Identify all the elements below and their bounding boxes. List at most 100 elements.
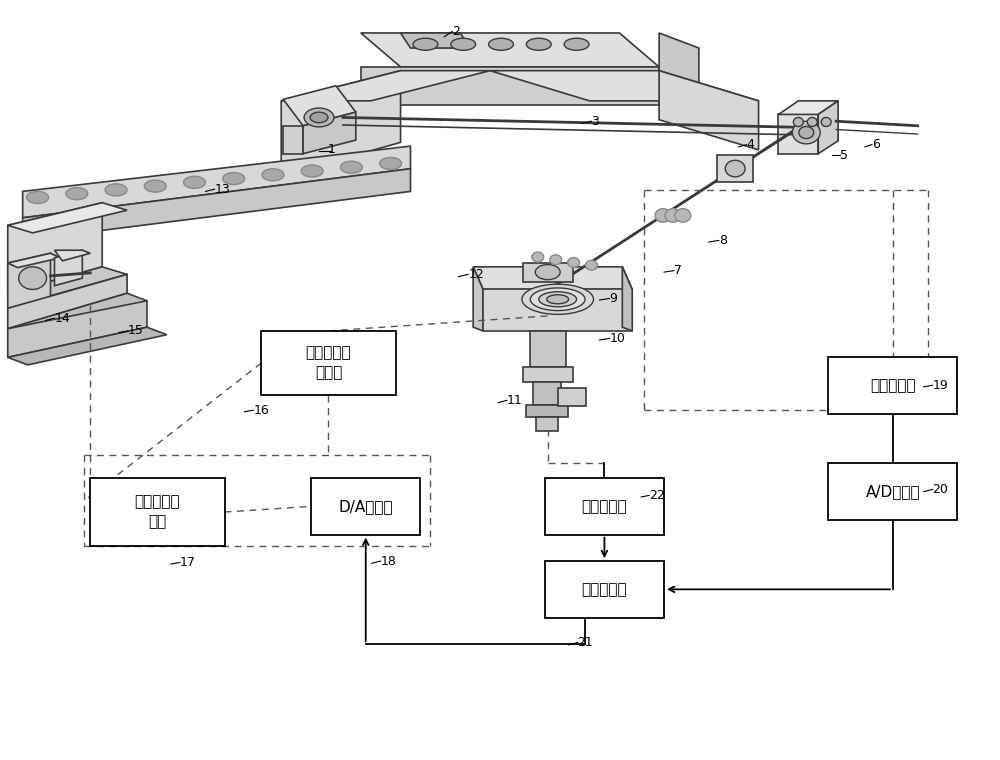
Polygon shape [401,33,470,48]
Bar [545,561,664,618]
Text: 15: 15 [128,325,144,337]
Bar [536,417,558,431]
Polygon shape [8,267,127,301]
Text: D/A转换器: D/A转换器 [338,499,393,514]
Polygon shape [8,253,51,309]
Bar [533,382,561,405]
Ellipse shape [66,188,88,200]
Bar [526,405,568,417]
Ellipse shape [522,284,593,315]
Polygon shape [8,274,127,328]
Ellipse shape [675,209,691,222]
Ellipse shape [792,122,820,144]
Text: 21: 21 [578,636,593,649]
Text: 9: 9 [609,292,617,305]
Polygon shape [490,71,759,101]
Text: 12: 12 [468,268,484,281]
Polygon shape [8,301,147,357]
Polygon shape [8,293,147,337]
Text: 22: 22 [649,489,665,502]
Text: 8: 8 [719,234,727,247]
Polygon shape [659,33,699,105]
Text: 1: 1 [328,144,336,157]
Text: 2: 2 [452,25,460,38]
Polygon shape [281,71,490,101]
Text: 16: 16 [253,404,269,416]
Bar [558,388,586,407]
Bar [828,357,957,414]
Polygon shape [483,290,632,331]
Ellipse shape [550,255,562,264]
Text: 6: 6 [872,138,880,151]
Ellipse shape [310,112,328,122]
Ellipse shape [413,38,438,50]
Text: 20: 20 [933,483,948,496]
Ellipse shape [19,267,47,290]
Polygon shape [8,203,127,233]
Text: 10: 10 [609,332,625,345]
Polygon shape [778,101,838,115]
Polygon shape [659,71,759,150]
Ellipse shape [451,38,476,50]
Text: 17: 17 [180,556,196,569]
Ellipse shape [793,118,803,126]
Text: 伺服电机驱
动器: 伺服电机驱 动器 [135,495,180,530]
Ellipse shape [526,38,551,50]
Ellipse shape [586,260,597,270]
Ellipse shape [301,165,323,177]
Text: 5: 5 [840,149,848,162]
Ellipse shape [821,118,831,126]
Polygon shape [818,101,838,154]
Ellipse shape [144,180,166,192]
Ellipse shape [539,292,577,307]
Ellipse shape [223,173,245,185]
Polygon shape [283,86,356,125]
Ellipse shape [665,209,681,222]
Polygon shape [361,67,659,105]
Polygon shape [23,169,411,240]
Text: 18: 18 [381,555,397,568]
Polygon shape [303,112,356,154]
Polygon shape [8,203,102,293]
Ellipse shape [535,264,560,280]
Bar [523,367,573,382]
Polygon shape [283,125,303,154]
Text: 工控计算机: 工控计算机 [582,582,627,597]
Ellipse shape [655,209,671,222]
Polygon shape [523,263,573,282]
Text: 7: 7 [674,264,682,277]
Text: 电荷放大器: 电荷放大器 [870,378,916,393]
Text: 11: 11 [507,394,523,407]
Ellipse shape [340,161,362,173]
Text: 4: 4 [747,138,754,151]
Text: 压电陶瓷驱
动电源: 压电陶瓷驱 动电源 [306,346,351,381]
Polygon shape [622,267,632,331]
Bar [90,478,225,546]
Polygon shape [23,146,411,218]
Bar [828,463,957,520]
Polygon shape [778,115,818,154]
Ellipse shape [489,38,513,50]
Polygon shape [54,250,82,286]
Bar [545,478,664,535]
Ellipse shape [568,258,580,268]
Polygon shape [473,267,632,290]
Text: A/D转换器: A/D转换器 [865,484,920,499]
Polygon shape [54,250,90,261]
Polygon shape [361,33,659,67]
Bar [261,331,396,395]
Ellipse shape [799,126,814,138]
Ellipse shape [532,252,544,262]
Ellipse shape [262,169,284,181]
Text: 19: 19 [933,378,948,392]
Ellipse shape [547,295,569,304]
Ellipse shape [380,157,402,169]
Ellipse shape [725,160,745,177]
Ellipse shape [105,184,127,196]
Bar [311,478,420,535]
Bar [530,331,566,367]
Text: 运动控制卡: 运动控制卡 [582,499,627,514]
Polygon shape [8,253,60,268]
Ellipse shape [807,118,817,126]
Ellipse shape [304,108,334,127]
